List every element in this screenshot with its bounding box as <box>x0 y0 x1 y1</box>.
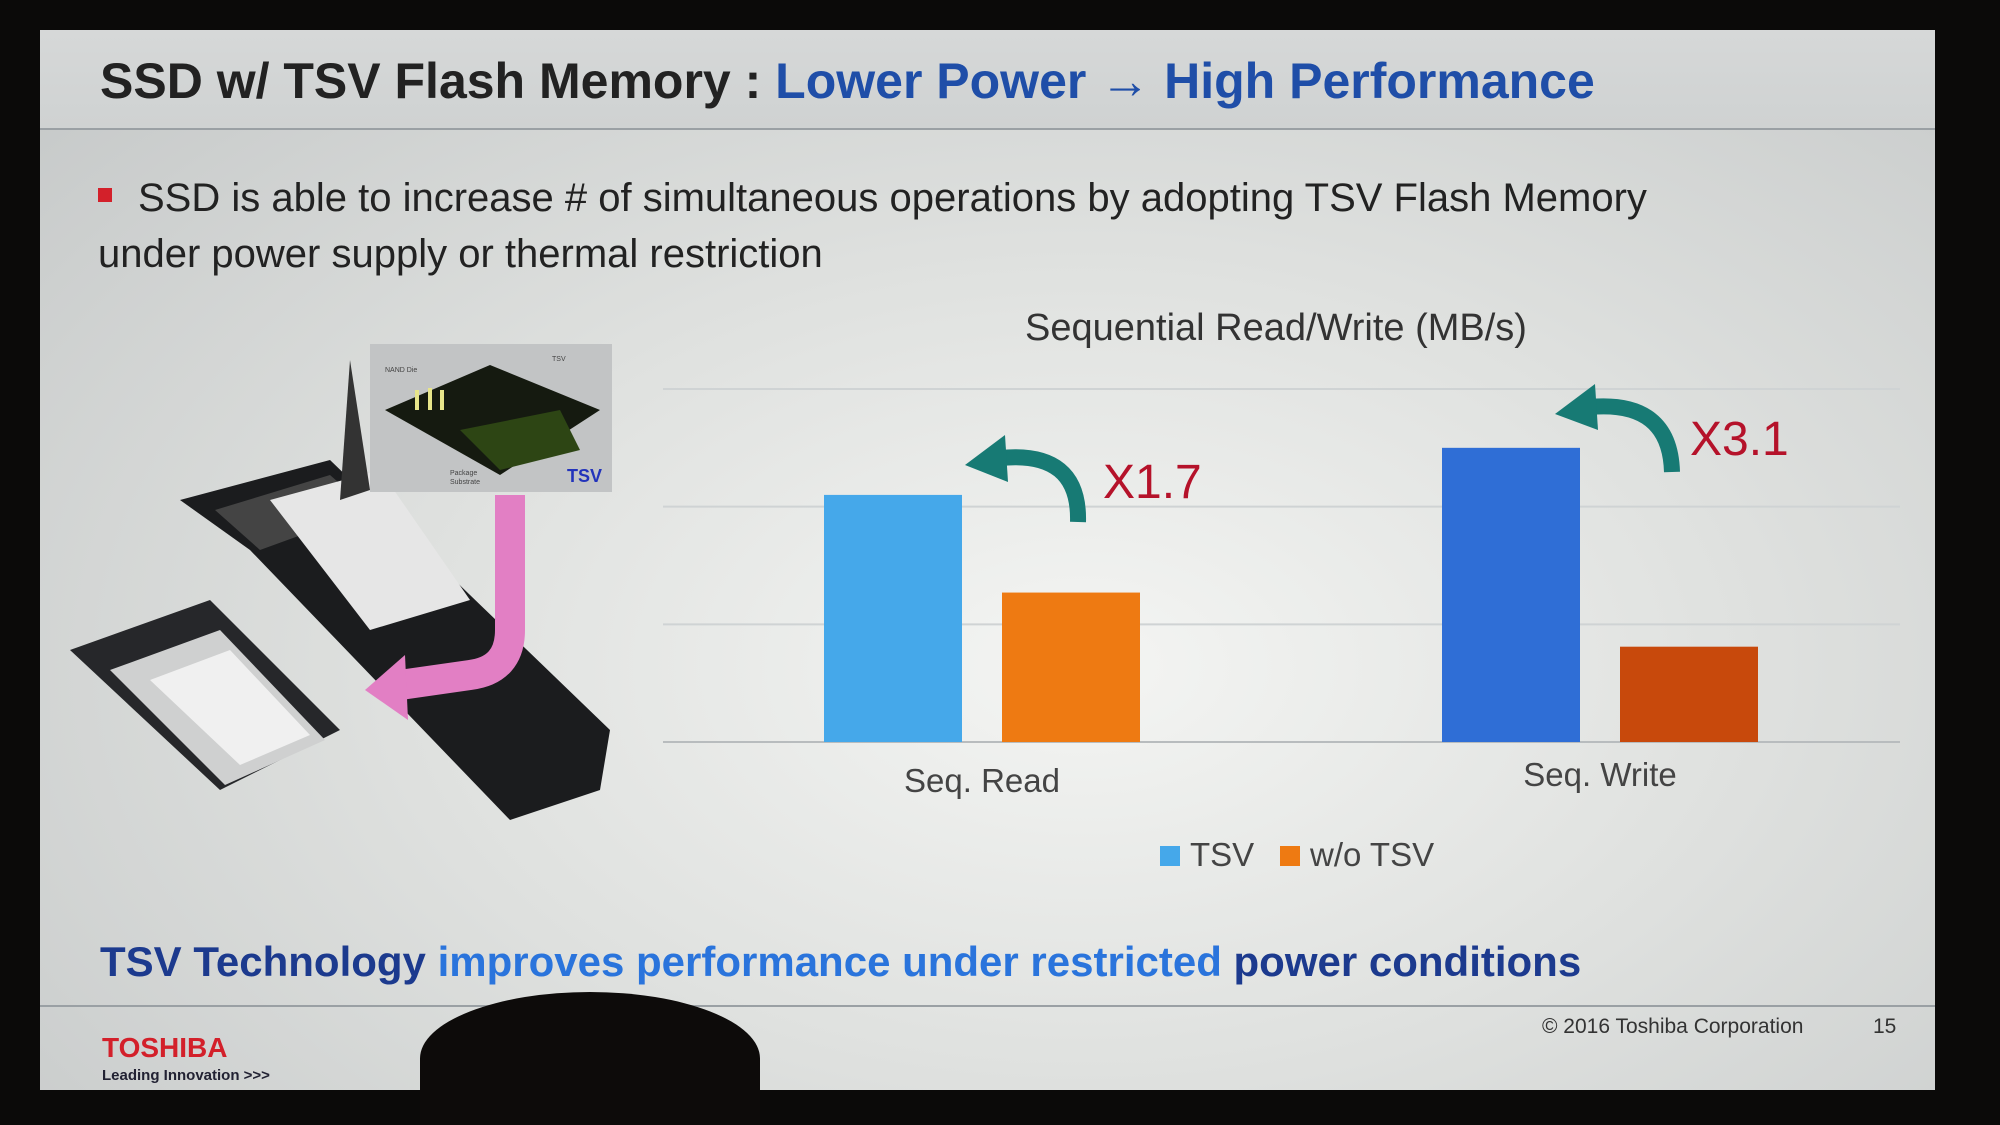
pink-arrow <box>397 495 525 700</box>
annotation-write: X3.1 <box>1690 413 1789 466</box>
curved-arrow-write <box>1589 398 1680 473</box>
bullet-line-2: under power supply or thermal restrictio… <box>98 232 823 276</box>
inset-label-tsv-small: TSV <box>552 356 566 363</box>
ssd-illustration: NAND Die TSV Package Substrate TSV <box>70 344 612 820</box>
pcie-card-heatsink <box>180 460 610 820</box>
bar-chart: Sequential Read/Write (MB/s) Seq. Read S… <box>663 307 1900 873</box>
bar-wotsv-seqread <box>1002 592 1140 742</box>
legend-swatch-wo-tsv <box>1280 846 1300 866</box>
category-label-seq-write: Seq. Write <box>1523 756 1676 793</box>
chart-title: Sequential Read/Write (MB/s) <box>1025 307 1527 349</box>
copyright: © 2016 Toshiba Corporation <box>1542 1015 1804 1038</box>
slide-title: SSD w/ TSV Flash Memory : Lower Power → … <box>100 52 1900 110</box>
toshiba-logo: TOSHIBA <box>102 1032 228 1063</box>
title-part2: Lower Power → High Performance <box>775 53 1595 109</box>
tagline-part2: improves performance under restricted <box>437 938 1234 985</box>
audience-head-silhouette <box>420 992 760 1125</box>
pcie-label <box>270 470 470 630</box>
tagline-part1: TSV Technology <box>100 938 438 985</box>
bullet-marker <box>98 188 112 202</box>
page-number: 15 <box>1873 1015 1897 1038</box>
bar-wotsv-seqwrite <box>1620 646 1758 742</box>
footer-divider <box>40 1005 1935 1007</box>
slogan: Leading Innovation >>> <box>102 1067 270 1084</box>
title-bar: SSD w/ TSV Flash Memory : Lower Power → … <box>40 30 1935 130</box>
slide: SSD w/ TSV Flash Memory : Lower Power → … <box>40 30 1935 1090</box>
tagline-part3: power conditions <box>1233 938 1582 985</box>
bar-tsv-seqwrite <box>1442 447 1580 742</box>
bullet-line-1: SSD is able to increase # of simultaneou… <box>138 176 1647 220</box>
annotation-read: X1.7 <box>1103 456 1202 509</box>
inset-label-substrate: Substrate <box>450 479 480 486</box>
inset-label-package: Package <box>450 470 477 477</box>
tagline: TSV Technology improves performance unde… <box>100 938 1900 986</box>
inset-label-tsv: TSV <box>567 466 602 486</box>
inset-label-nand: NAND Die <box>385 367 417 374</box>
bar-tsv-seqread <box>824 494 962 742</box>
curved-arrow-read <box>999 449 1087 523</box>
legend-swatch-tsv <box>1160 846 1180 866</box>
title-part1: SSD w/ TSV Flash Memory : <box>100 53 776 109</box>
category-label-seq-read: Seq. Read <box>904 762 1060 799</box>
legend-label-tsv: TSV <box>1190 836 1254 873</box>
legend-label-wo-tsv: w/o TSV <box>1309 836 1434 873</box>
